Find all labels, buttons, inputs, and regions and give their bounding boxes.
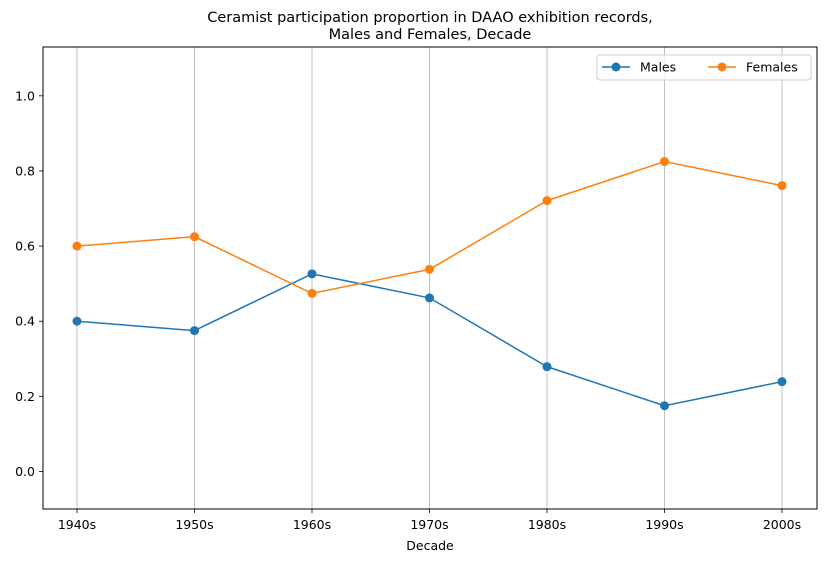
x-tick-label: 2000s	[763, 517, 801, 532]
legend: Males Females	[596, 54, 812, 81]
x-gridlines	[76, 47, 783, 509]
x-tick-label: 1940s	[58, 517, 96, 532]
legend-males-marker	[611, 62, 621, 72]
x-tick-label: 1950s	[175, 517, 213, 532]
x-tick-label: 1960s	[293, 517, 331, 532]
data-point-males	[660, 401, 669, 411]
y-tick-label: 0.4	[15, 314, 35, 329]
chart-title-line-1: Ceramist participation proportion in DAA…	[207, 10, 653, 26]
y-tick-label: 0.6	[15, 239, 35, 254]
y-tick-label: 1.0	[15, 88, 35, 103]
plot-frame	[42, 46, 818, 510]
x-axis: 1940s 1950s 1960s 1970s 1980s 1990s 2000s	[58, 509, 801, 532]
data-point-females	[72, 241, 82, 251]
x-tick-label: 1970s	[410, 517, 448, 532]
data-point-males	[542, 362, 552, 372]
data-point-females	[307, 288, 317, 298]
data-point-males	[777, 377, 787, 387]
legend-box	[596, 54, 812, 81]
data-point-females	[777, 181, 787, 191]
y-tick-label: 0.2	[15, 389, 35, 404]
legend-females-marker	[717, 62, 727, 72]
x-axis-label: Decade	[406, 538, 454, 553]
data-point-males	[190, 326, 199, 336]
legend-females-label: Females	[746, 60, 798, 75]
data-point-females	[660, 157, 669, 167]
series-layer	[72, 157, 787, 411]
data-point-males	[72, 316, 82, 326]
data-point-males	[425, 293, 434, 303]
data-point-males	[307, 269, 317, 279]
x-tick-label: 1980s	[528, 517, 566, 532]
x-tick-label: 1990s	[645, 517, 683, 532]
chart-title-line-2: Males and Females, Decade	[329, 27, 532, 43]
y-axis: 0.0 0.2 0.4 0.6 0.8 1.0	[15, 88, 43, 479]
legend-males-label: Males	[640, 60, 676, 75]
data-point-females	[542, 196, 552, 206]
y-tick-label: 0.0	[15, 464, 35, 479]
data-point-females	[425, 264, 434, 274]
y-tick-label: 0.8	[15, 163, 35, 178]
data-point-females	[190, 232, 199, 242]
